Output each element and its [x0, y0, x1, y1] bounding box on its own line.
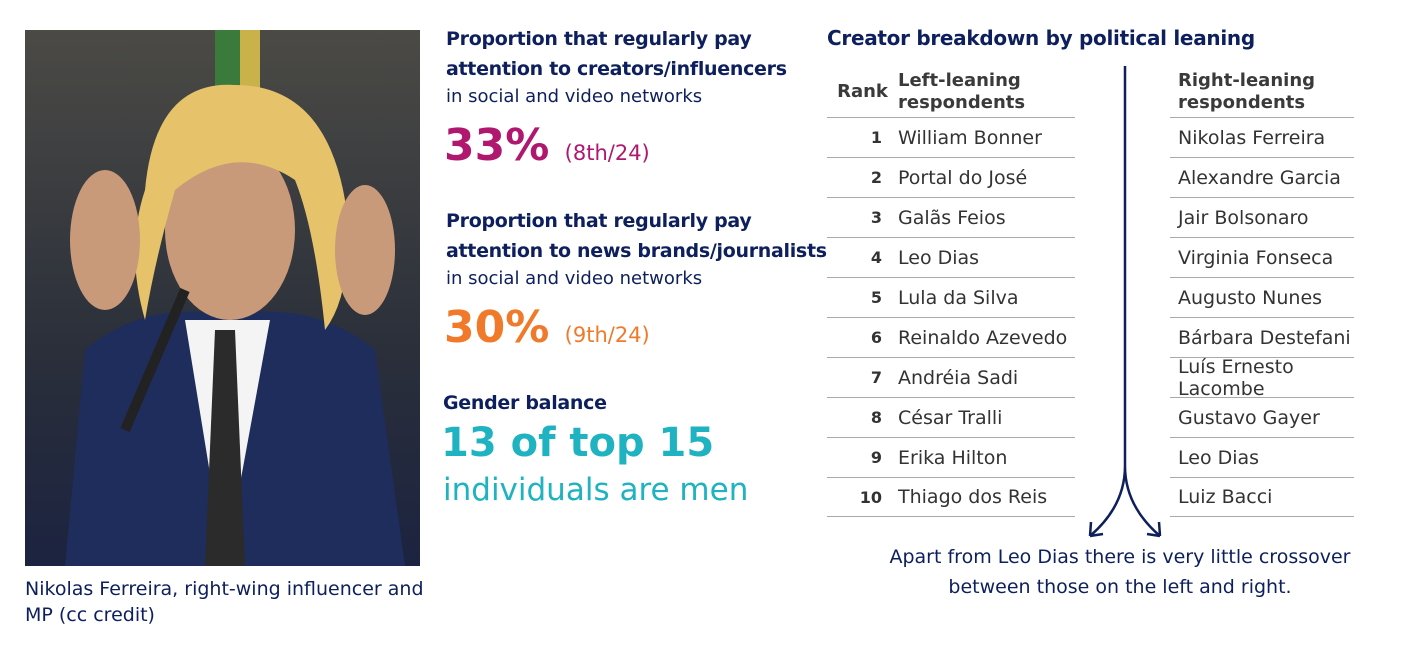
rank-number: 2 [870, 168, 882, 187]
news-subtitle: in social and video networks [446, 268, 703, 289]
left-header: Rank Left-leaning respondents [827, 66, 1075, 117]
right-header: Right-leaning respondents [1170, 66, 1354, 117]
right-table-row: Bárbara Destefani [1170, 317, 1354, 357]
crossover-note: Apart from Leo Dias there is very little… [889, 546, 1351, 598]
right-creator-name: Leo Dias [1178, 446, 1260, 469]
gender-title: Gender balance [443, 392, 607, 414]
left-table-row: 6 Reinaldo Azevedo [827, 317, 1075, 357]
right-creator-name: Luiz Bacci [1178, 486, 1273, 508]
table-title: Creator breakdown by political leaning [827, 26, 1255, 50]
left-table-row: 4 Leo Dias [827, 237, 1075, 277]
creators-title-2: attention to creators/influencers [446, 58, 787, 80]
right-leaning-header: Right-leaning respondents [1178, 69, 1316, 113]
creators-value: 33% [444, 120, 550, 171]
divider-arrows [1088, 66, 1162, 538]
left-table-row: 7 Andréia Sadi [827, 357, 1075, 397]
creators-subtitle: in social and video networks [446, 86, 703, 107]
right-creator-name: Virginia Fonseca [1178, 246, 1334, 269]
gender-value: 13 of top 15 [441, 420, 715, 466]
left-creator-name: Reinaldo Azevedo [898, 326, 1068, 349]
left-table-row: 5 Lula da Silva [827, 277, 1075, 317]
news-title-2: attention to news brands/journalists [446, 240, 827, 262]
left-creator-name: Leo Dias [898, 246, 980, 269]
left-creator-name: César Tralli [898, 406, 1003, 429]
gender-subtitle: individuals are men [443, 472, 749, 508]
left-creator-name: William Bonner [898, 126, 1042, 149]
left-creator-name: Galãs Feios [898, 206, 1006, 229]
right-creator-name: Nikolas Ferreira [1178, 126, 1326, 149]
left-table-row: 1 William Bonner [827, 117, 1075, 157]
left-creator-name: Thiago dos Reis [898, 486, 1048, 508]
right-table-row: Virginia Fonseca [1170, 237, 1354, 277]
creators-stat: 33% (8th/24) [444, 120, 650, 171]
left-creator-name: Portal do José [898, 166, 1028, 189]
creators-title-1: Proportion that regularly pay [446, 28, 752, 50]
photo-caption: Nikolas Ferreira, right-wing influencer … [25, 578, 424, 626]
right-creator-name: Gustavo Gayer [1178, 406, 1320, 429]
right-table-row: Luiz Bacci [1170, 477, 1354, 517]
rank-header: Rank [837, 80, 888, 102]
right-table-row: Luís Ernesto Lacombe [1170, 355, 1354, 400]
right-creator-name: Luís Ernesto Lacombe [1178, 355, 1294, 400]
left-table-row: 8 César Tralli [827, 397, 1075, 437]
right-creator-name: Alexandre Garcia [1178, 166, 1341, 189]
left-creator-name: Erika Hilton [898, 446, 1008, 469]
left-table-row: 9 Erika Hilton [827, 437, 1075, 477]
left-table-row: 10 Thiago dos Reis [827, 477, 1075, 517]
news-title-1: Proportion that regularly pay [446, 210, 752, 232]
person-illustration [65, 30, 405, 566]
rank-number: 1 [870, 128, 882, 147]
right-table-row: Alexandre Garcia [1170, 157, 1354, 197]
rank-number: 3 [870, 208, 882, 227]
rank-number: 5 [870, 288, 882, 307]
left-creator-name: Andréia Sadi [898, 366, 1019, 389]
news-value: 30% [444, 302, 550, 353]
news-rank: (9th/24) [564, 323, 650, 347]
rank-number: 10 [859, 487, 882, 507]
news-stat: 30% (9th/24) [444, 302, 650, 353]
right-table-row: Jair Bolsonaro [1170, 197, 1354, 237]
creators-rank: (8th/24) [564, 141, 650, 165]
right-table-row: Nikolas Ferreira [1170, 117, 1354, 157]
right-creator-name: Augusto Nunes [1178, 286, 1323, 309]
right-creator-name: Jair Bolsonaro [1178, 206, 1309, 229]
right-column: Right-leaning respondents Nikolas Ferrei… [1170, 66, 1354, 517]
rank-number: 8 [870, 408, 882, 427]
left-table-row: 2 Portal do José [827, 157, 1075, 197]
photo-nikolas-ferreira [25, 30, 420, 566]
rank-number: 7 [870, 368, 882, 387]
right-table-row: Leo Dias [1170, 437, 1354, 477]
left-column: Rank Left-leaning respondents 1 William B… [827, 66, 1075, 517]
rank-number: 6 [870, 328, 882, 347]
right-creator-name: Bárbara Destefani [1178, 326, 1351, 349]
right-table-row: Gustavo Gayer [1170, 397, 1354, 437]
left-creator-name: Lula da Silva [898, 286, 1019, 309]
left-leaning-header: Left-leaning respondents [898, 69, 1026, 113]
rank-number: 4 [870, 248, 882, 267]
rank-number: 9 [870, 448, 882, 467]
right-table-row: Augusto Nunes [1170, 277, 1354, 317]
left-table-row: 3 Galãs Feios [827, 197, 1075, 237]
